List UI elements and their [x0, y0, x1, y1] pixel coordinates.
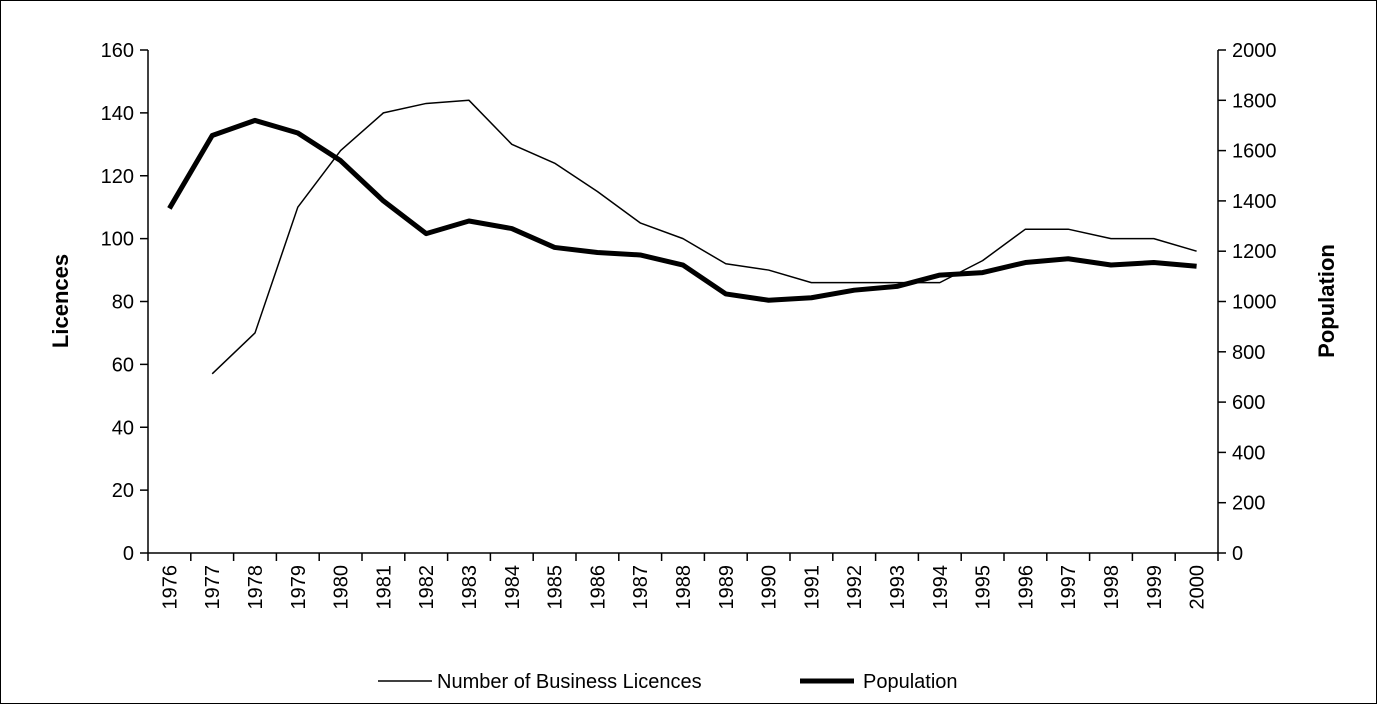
- y-tick-label: 80: [112, 292, 134, 314]
- y2-tick-label: 2000: [1232, 40, 1277, 62]
- x-tick-label: 1997: [1058, 565, 1080, 610]
- x-tick-label: 1994: [930, 565, 952, 610]
- y2-tick-label: 1800: [1232, 90, 1277, 112]
- x-tick-label: 1992: [844, 565, 866, 610]
- x-tick-label: 1982: [416, 565, 438, 610]
- y2-tick-label: 1200: [1232, 241, 1277, 263]
- y2-tick-label: 1000: [1232, 292, 1277, 314]
- x-tick-label: 1991: [801, 565, 823, 610]
- series-line: [167, 117, 1197, 303]
- y-tick-label: 140: [101, 103, 134, 125]
- x-tick-label: 1976: [159, 565, 181, 610]
- y-tick-label: 20: [112, 480, 134, 502]
- y2-tick-label: 600: [1232, 392, 1265, 414]
- x-tick-label: 1987: [630, 565, 652, 610]
- x-tick-label: 1981: [373, 565, 395, 610]
- legend-label: Population: [863, 671, 958, 693]
- y-tick-label: 0: [123, 543, 134, 565]
- x-tick-label: 1977: [202, 565, 224, 610]
- x-tick-label: 1983: [459, 565, 481, 610]
- y-tick-label: 160: [101, 40, 134, 62]
- x-tick-label: 1986: [587, 565, 609, 610]
- x-tick-label: 1999: [1144, 565, 1166, 610]
- x-tick-label: 2000: [1187, 565, 1209, 610]
- x-tick-label: 1995: [973, 565, 995, 610]
- y2-axis-title: Population: [1314, 244, 1339, 358]
- legend-label: Number of Business Licences: [437, 671, 702, 693]
- x-tick-label: 1980: [331, 565, 353, 610]
- x-tick-label: 1978: [245, 565, 267, 610]
- x-tick-label: 1990: [759, 565, 781, 610]
- y-tick-label: 100: [101, 229, 134, 251]
- x-tick-label: 1985: [545, 565, 567, 610]
- series-line: [211, 99, 1197, 375]
- y-tick-label: 120: [101, 166, 134, 188]
- y-tick-label: 60: [112, 354, 134, 376]
- x-tick-label: 1989: [716, 565, 738, 610]
- x-tick-label: 1988: [673, 565, 695, 610]
- y-axis-title: Licences: [48, 254, 73, 348]
- y2-tick-label: 0: [1232, 543, 1243, 565]
- x-tick-label: 1998: [1101, 565, 1123, 610]
- y2-tick-label: 1600: [1232, 141, 1277, 163]
- x-tick-label: 1993: [887, 565, 909, 610]
- x-tick-label: 1984: [502, 565, 524, 610]
- y2-tick-label: 200: [1232, 493, 1265, 515]
- y-tick-label: 40: [112, 417, 134, 439]
- x-tick-label: 1979: [288, 565, 310, 610]
- x-tick-label: 1996: [1015, 565, 1037, 610]
- y2-tick-label: 400: [1232, 442, 1265, 464]
- y2-tick-label: 1400: [1232, 191, 1277, 213]
- y2-tick-label: 800: [1232, 342, 1265, 364]
